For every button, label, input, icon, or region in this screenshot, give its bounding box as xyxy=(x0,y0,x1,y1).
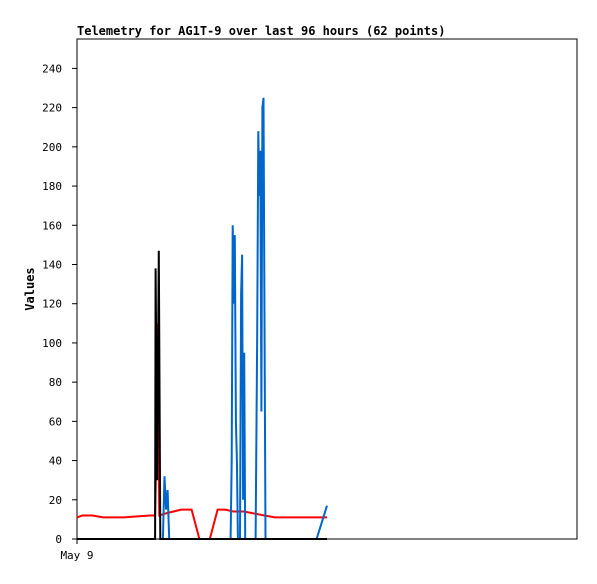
y-tick-label: 180 xyxy=(42,180,62,193)
y-tick-label: 200 xyxy=(42,141,62,154)
y-tick-label: 0 xyxy=(55,533,62,546)
series-layer xyxy=(76,97,328,540)
y-tick-label: 140 xyxy=(42,258,62,271)
y-tick-label: 220 xyxy=(42,102,62,115)
series-line-3 xyxy=(77,250,327,540)
y-tick-label: 60 xyxy=(49,415,62,428)
x-tick-label: May 9 xyxy=(60,549,93,562)
x-axis-ticks: May 9 xyxy=(60,539,94,562)
y-tick-label: 240 xyxy=(42,62,62,75)
y-axis-ticks: 0 20 40 60 80 100 120 140 160 180 200 220 240 xyxy=(42,62,77,546)
y-tick-label: 40 xyxy=(49,455,62,468)
y-tick-label: 120 xyxy=(42,298,62,311)
series-line-2 xyxy=(161,97,328,540)
chart-title: Telemetry for AG1T-9 over last 96 hours … xyxy=(77,24,445,38)
y-tick-label: 80 xyxy=(49,376,62,389)
y-axis-label: Values xyxy=(23,267,37,310)
y-tick-label: 20 xyxy=(49,494,62,507)
y-tick-label: 160 xyxy=(42,219,62,232)
plot-area-frame xyxy=(76,38,578,540)
y-tick-label: 100 xyxy=(42,337,62,350)
series-line-1 xyxy=(76,323,327,540)
